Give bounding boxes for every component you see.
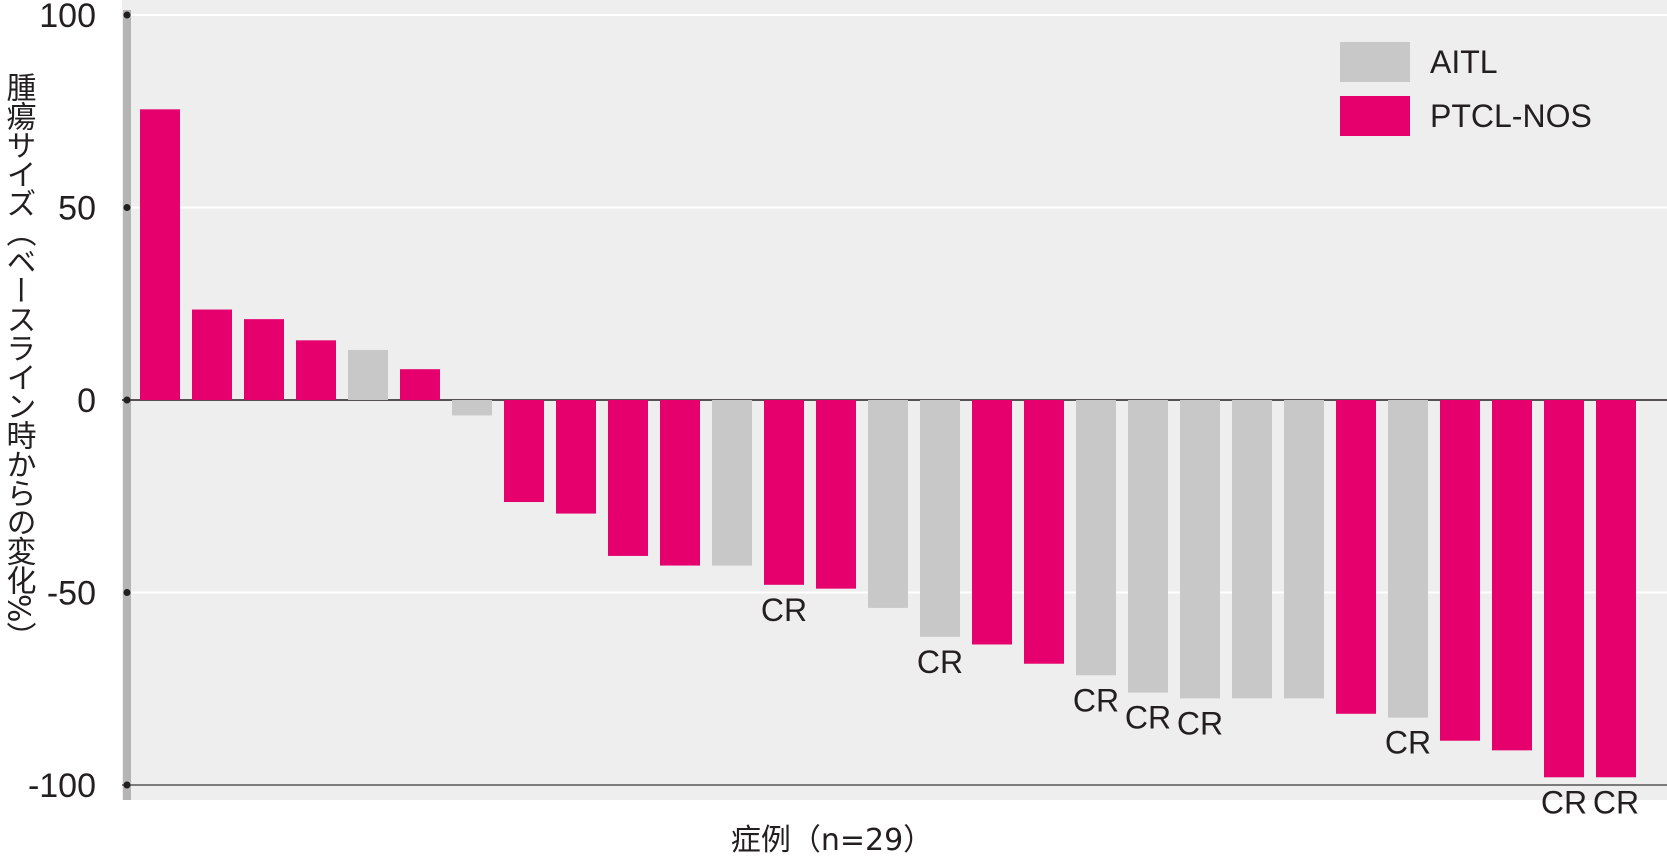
- bar-aitl: [920, 400, 960, 637]
- cr-label: CR: [1125, 700, 1171, 736]
- y-tick-mark: [123, 11, 131, 19]
- cr-label: CR: [1541, 784, 1587, 820]
- y-ticks: 100 50 0 -50 -100: [28, 0, 131, 805]
- cr-label: CR: [1177, 705, 1223, 741]
- bar-aitl: [1284, 400, 1324, 699]
- bar-aitl: [1128, 400, 1168, 693]
- y-tick-mark: [123, 589, 131, 596]
- bar-aitl: [1076, 400, 1116, 676]
- bar-ptcl-nos: [1596, 400, 1636, 778]
- bar-aitl: [712, 400, 752, 566]
- legend-label-aitl: AITL: [1430, 44, 1498, 80]
- y-axis-title: 腫瘍サイズ（ベースライン時からの変化%）: [1, 72, 37, 651]
- x-axis-title: 症例（n=29）: [731, 823, 933, 858]
- cr-label: CR: [1593, 784, 1639, 820]
- bar-ptcl-nos: [1336, 400, 1376, 714]
- bar-ptcl-nos: [192, 309, 232, 400]
- cr-label: CR: [1385, 725, 1431, 761]
- bar-ptcl-nos: [296, 340, 336, 400]
- bar-ptcl-nos: [1544, 400, 1584, 778]
- bar-ptcl-nos: [972, 400, 1012, 645]
- cr-label: CR: [1073, 682, 1119, 718]
- legend-label-ptcl-nos: PTCL-NOS: [1430, 98, 1592, 134]
- cr-label: CR: [917, 644, 963, 680]
- bar-aitl: [452, 400, 492, 416]
- bar-ptcl-nos: [244, 319, 284, 400]
- bar-aitl: [348, 349, 388, 400]
- bar-ptcl-nos: [1492, 400, 1532, 751]
- bar-ptcl-nos: [1440, 400, 1480, 741]
- y-tick-label: 0: [77, 382, 96, 420]
- y-tick-label: 50: [58, 190, 96, 228]
- y-tick-mark: [123, 204, 131, 211]
- bar-ptcl-nos: [504, 400, 544, 503]
- bars: [140, 109, 1636, 778]
- legend-swatch-aitl: [1340, 42, 1410, 82]
- bar-ptcl-nos: [556, 400, 596, 514]
- bar-ptcl-nos: [816, 400, 856, 589]
- y-tick-label: -100: [28, 767, 96, 805]
- bar-ptcl-nos: [608, 400, 648, 556]
- legend: AITL PTCL-NOS: [1340, 42, 1592, 136]
- bar-aitl: [1180, 400, 1220, 699]
- bar-ptcl-nos: [1024, 400, 1064, 664]
- bar-ptcl-nos: [400, 369, 440, 400]
- y-tick-label: 100: [39, 0, 96, 35]
- y-tick-mark: [123, 396, 131, 404]
- y-tick-mark: [123, 781, 131, 789]
- cr-label: CR: [761, 592, 807, 628]
- bar-ptcl-nos: [660, 400, 700, 566]
- bar-aitl: [868, 400, 908, 608]
- bar-ptcl-nos: [140, 109, 180, 400]
- bar-aitl: [1232, 400, 1272, 699]
- bar-ptcl-nos: [764, 400, 804, 585]
- legend-swatch-ptcl-nos: [1340, 96, 1410, 136]
- y-tick-label: -50: [47, 575, 96, 613]
- bar-aitl: [1388, 400, 1428, 718]
